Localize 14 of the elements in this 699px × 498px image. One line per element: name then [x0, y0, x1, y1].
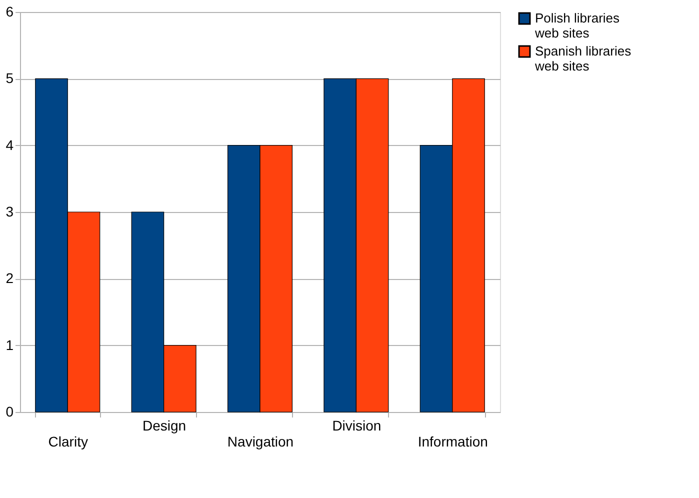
y-tick-label: 0	[6, 404, 14, 420]
y-tick-label: 6	[6, 4, 14, 20]
x-tick-label: Information	[418, 434, 488, 450]
y-tick-label: 5	[6, 70, 14, 86]
legend-label: Polish libraries web sites	[534, 10, 620, 40]
x-tick-label: Clarity	[48, 434, 88, 450]
y-tick-label: 1	[6, 336, 14, 353]
y-tick-label: 2	[6, 270, 14, 286]
y-tick-label: 4	[6, 136, 14, 153]
y-tick-label: 3	[6, 204, 14, 220]
x-tick-label: Design	[142, 418, 186, 434]
legend-label: Spanish libraries web sites	[534, 44, 632, 74]
x-tick-label: Navigation	[227, 434, 294, 450]
x-tick-label: Division	[332, 418, 382, 434]
